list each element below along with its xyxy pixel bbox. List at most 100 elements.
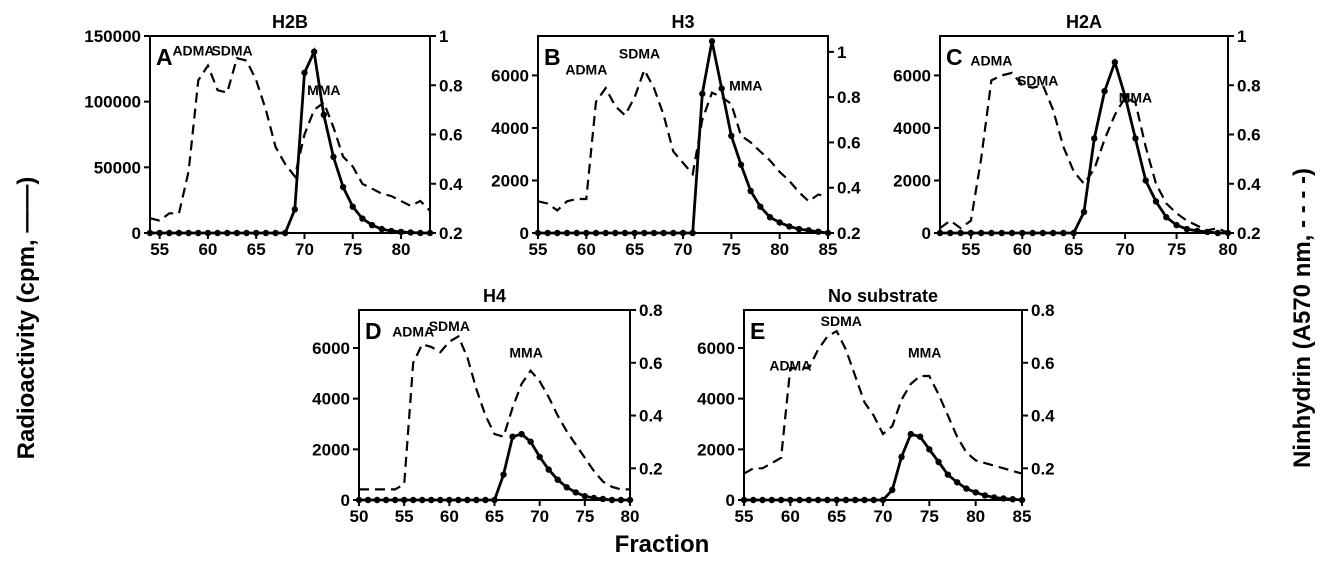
panel-c-radioactivity-point [1214,229,1221,237]
panel-c-radioactivity-point [1049,229,1057,237]
panel-d-radioactivity-point [410,496,417,504]
panel-a-radioactivity-point [359,215,366,222]
panel-c-ninhydrin-line [940,71,1228,234]
panel-a-y-right-tick-label: 0.8 [439,76,463,95]
panel-d-x-tick-label: 70 [530,507,549,526]
panel-a-radioactivity-point [156,229,163,237]
panel-e-radioactivity-point [935,458,942,466]
panel-c-y-right-tick-label: 1 [1237,27,1246,46]
panel-d-radioactivity-point [518,430,525,438]
panel-d-x-tick-label: 60 [440,507,459,526]
panel-d-x-tick-label: 50 [350,507,369,526]
panel-a-y-left-tick-label: 100000 [84,93,141,112]
panel-a-radioactivity-point [272,229,279,237]
panel-a-y-left-tick-label: 50000 [94,158,141,177]
panel-e-radioactivity-point [898,453,905,461]
panel-c-radioactivity-point [1152,198,1160,205]
panel-a-radioactivity-point [397,228,405,236]
panel-a-radioactivity-point [262,229,270,237]
panel-a-label: A [156,44,173,70]
panel-c-radioactivity-point [1019,229,1026,237]
panel-e-radioactivity-point [1018,496,1026,504]
panel-c-y-right-tick-label: 0.6 [1237,126,1261,145]
panel-b-radioactivity-point [689,229,696,237]
panel-d-radioactivity-point [482,496,489,504]
panel-b-x-tick-label: 55 [529,240,548,259]
panel-a-radioactivity-point [243,229,250,237]
panel-a-radioactivity-point [320,111,327,119]
panel-e: No substrate E 55 60 65 70 75 80 85 0 2000 4000 6000… [697,286,1055,526]
panel-e-radioactivity-point [879,496,887,504]
x-axis-title: Fraction [615,531,710,558]
panel-b-annotation-sdma: SDMA [619,46,660,62]
panel-e-radioactivity-point [972,489,979,496]
panel-b-radioactivity-point [641,229,648,237]
panel-e-x-tick-label: 60 [781,507,800,526]
panel-a-title: H2B [272,12,308,32]
panel-c-x-tick-label: 65 [1064,240,1083,259]
panel-a-radioactivity-point [175,229,183,237]
panel-b-radioactivity-point [544,229,551,237]
panel-a-radioactivity-point [368,221,376,229]
panel-a-radioactivity-point [146,229,154,237]
panel-c-y-right-tick-label: 0.8 [1237,76,1261,95]
panel-b-radioactivity-point [631,229,638,237]
panel-c-radioactivity-point [1132,135,1139,142]
panel-b-radioactivity-point [554,229,561,237]
panel-b-radioactivity-point [766,214,774,221]
panel-e-radioactivity-point [833,496,840,504]
panel-e-annotation-mma: MMA [908,345,941,361]
panel-e-ninhydrin-line [744,329,1022,475]
panel-b-x-tick-label: 80 [770,240,789,259]
panel-d-annotation-sdma: SDMA [429,318,470,334]
panel-a-y-right-tick-label: 0.6 [439,126,463,145]
panel-c-x-tick-label: 80 [1219,240,1238,259]
panel-c-annotation-mma: MMA [1119,89,1152,105]
panel-b-label: B [544,44,561,70]
panel-e-radioactivity-point [796,496,803,504]
panel-c-y-left-tick-label: 0 [922,224,931,243]
panel-c: H2A C 55 60 65 70 75 80 0 2000 4000 6000 0.2 0.4 0.6 0.… [893,12,1261,259]
panel-c-radioactivity-point [1029,229,1036,237]
panel-d-y-right-tick-label: 0.6 [639,354,663,373]
panel-e-label: E [750,318,765,344]
panel-d-radioactivity-point [464,496,471,504]
panel-a-radioactivity-point [426,229,434,237]
panel-c-x-tick-label: 55 [961,240,980,259]
panel-d-radioactivity-point [455,496,462,504]
panel-a-radioactivity-point [195,229,202,237]
panel-e-title: No substrate [828,286,938,306]
panel-a-radioactivity-point [330,153,337,161]
panel-b-y-right-tick-label: 0.2 [837,224,861,243]
panel-b-radioactivity-point [534,229,542,237]
panel-e-radioactivity-point [953,479,961,486]
panel-d-x-tick-label: 55 [395,507,414,526]
panel-b: H3 B 55 60 65 70 75 80 85 0 2000 4000 6000 0.2 0.4 0.6 0… [491,12,861,259]
panel-b-radioactivity-point [747,187,754,195]
panel-e-radioactivity-point [740,496,748,504]
panel-b-y-right-tick-label: 0.6 [837,133,861,152]
panel-b-radioactivity-point [612,229,619,237]
panel-a-radioactivity-point [388,227,395,235]
panel-b-radioactivity-point [824,229,832,237]
panel-e-radioactivity-point [926,446,933,453]
panel-e-radioactivity-point [777,496,785,504]
panel-b-y-left-tick-label: 6000 [491,66,529,85]
panel-b-radioactivity-point [776,219,783,226]
panel-b-radioactivity-point [573,229,580,237]
panel-b-radioactivity-point [679,229,687,237]
panel-b-radioactivity-point [602,229,609,237]
panel-d-title: H4 [483,286,506,306]
panel-d-y-left-tick-label: 4000 [312,390,350,409]
panel-a-radioactivity-point [417,229,424,237]
panel-d-radioactivity-point [563,484,570,491]
panel-e-radioactivity-point [768,496,775,504]
panel-b-x-tick-label: 70 [674,240,693,259]
panel-c-radioactivity-point [967,229,975,237]
panel-a-radioactivity-point [233,229,241,237]
panel-a-radioactivity-point [166,229,173,237]
panel-a-radioactivity-point [378,225,385,233]
panel-b-x-tick-label: 85 [819,240,838,259]
panel-c-radioactivity-point [1101,87,1108,95]
